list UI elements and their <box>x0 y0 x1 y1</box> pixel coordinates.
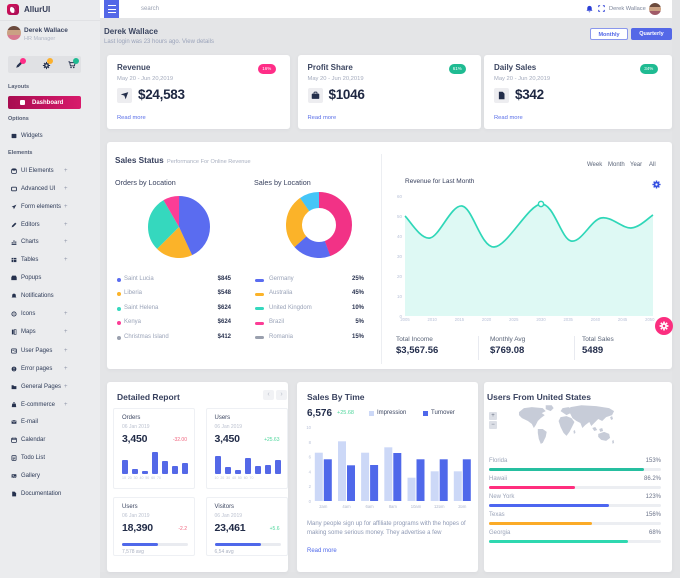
svg-text:2015: 2015 <box>455 317 465 322</box>
svg-text:2005: 2005 <box>400 317 410 322</box>
svg-text:60: 60 <box>397 194 403 199</box>
svg-text:10am: 10am <box>411 504 422 508</box>
svg-text:40: 40 <box>397 234 403 239</box>
svg-text:10: 10 <box>397 294 403 299</box>
svg-text:20: 20 <box>397 274 403 279</box>
svg-text:6am: 6am <box>366 504 375 508</box>
svg-text:6: 6 <box>309 455 312 460</box>
svg-text:12pm: 12pm <box>434 504 445 508</box>
svg-text:30: 30 <box>397 254 403 259</box>
svg-text:2035: 2035 <box>564 317 574 322</box>
svg-text:8: 8 <box>309 440 312 445</box>
svg-text:2030: 2030 <box>536 317 546 322</box>
svg-text:8am: 8am <box>389 504 398 508</box>
svg-text:4am: 4am <box>342 504 351 508</box>
svg-text:2020: 2020 <box>482 317 492 322</box>
svg-text:50: 50 <box>397 214 403 219</box>
svg-text:2pm: 2pm <box>458 504 467 508</box>
svg-text:2050: 2050 <box>645 317 655 322</box>
svg-text:2010: 2010 <box>428 317 438 322</box>
svg-text:0: 0 <box>399 314 402 319</box>
svg-text:2045: 2045 <box>618 317 628 322</box>
svg-text:2: 2 <box>309 484 312 489</box>
svg-text:4: 4 <box>309 469 312 474</box>
svg-text:10: 10 <box>306 425 311 430</box>
svg-text:2040: 2040 <box>591 317 601 322</box>
svg-text:2am: 2am <box>319 504 328 508</box>
svg-text:2025: 2025 <box>509 317 519 322</box>
svg-text:0: 0 <box>309 499 312 504</box>
